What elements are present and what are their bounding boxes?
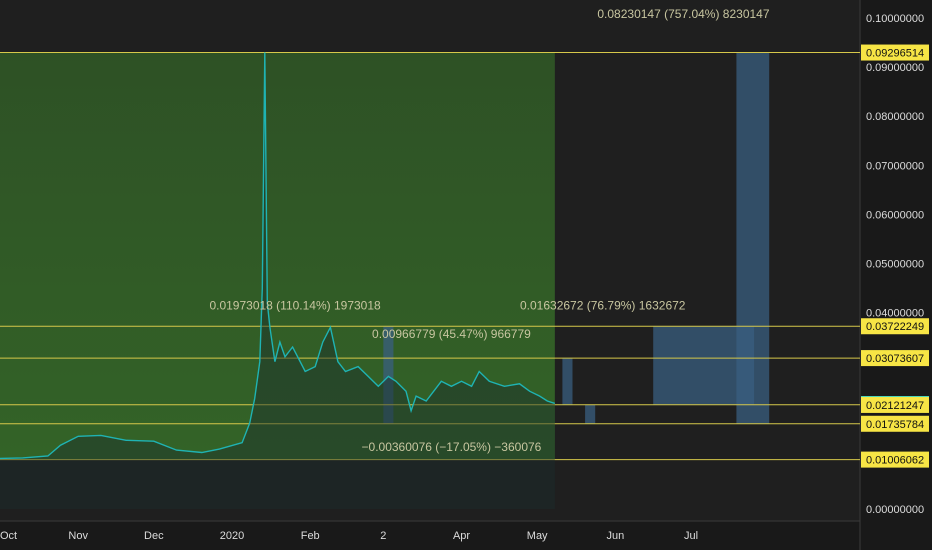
price-tag-7[interactable]: [861, 451, 929, 468]
price-tag-label-6: 0.01735784: [866, 419, 924, 431]
y-tick-label-1: 0.09000000: [866, 62, 924, 74]
x-tick-label-8: Jun: [606, 530, 624, 542]
zone-blue-4: [585, 404, 596, 424]
zone-green: [0, 52, 555, 460]
price-tag-1[interactable]: [861, 318, 929, 335]
price-tag-label-7: 0.01006062: [866, 455, 924, 467]
zone-blue-2: [653, 326, 755, 405]
x-ticks-layer: Oct Nov Dec 2020 Feb 2 Apr May Jun Jul: [0, 530, 698, 542]
measurements-layer: 0.08230147 (757.04%) 8230147 0.01973018 (…: [209, 7, 769, 454]
price-tag-label-1: 0.03722249: [866, 321, 924, 333]
price-tag-5[interactable]: [861, 396, 929, 413]
measurement-label-4: −0.00360076 (−17.05%) −360076: [362, 440, 542, 454]
x-tick-label-5: 2: [380, 530, 386, 542]
measurement-label-3: 0.00966779 (45.47%) 966779: [372, 327, 531, 341]
y-tick-label-4: 0.06000000: [866, 209, 924, 221]
y-tick-label-7: 0.00000000: [866, 504, 924, 516]
price-tag-2[interactable]: [861, 350, 929, 367]
price-tag-label-0: 0.09296514: [866, 48, 924, 60]
x-tick-label-3: 2020: [220, 530, 244, 542]
price-tag-label-5: 0.02121247: [866, 400, 924, 412]
series-area-0: [0, 52, 555, 510]
zone-blue-3: [562, 358, 573, 405]
series-line-0[interactable]: [0, 52, 556, 460]
y-tick-label-5: 0.05000000: [866, 259, 924, 271]
x-tick-label-9: Jul: [684, 530, 698, 542]
x-tick-label-7: May: [527, 530, 548, 542]
x-tick-label-0: Oct: [0, 530, 17, 542]
x-tick-label-6: Apr: [453, 530, 470, 542]
x-axis-panel[interactable]: [0, 521, 860, 550]
levels-layer: [0, 52, 860, 461]
x-tick-label-1: Nov: [68, 530, 88, 542]
y-tick-label-0: 0.10000000: [866, 13, 924, 25]
x-tick-label-2: Dec: [144, 530, 164, 542]
y-ticks-layer: 0.10000000 0.09000000 0.08000000 0.07000000…: [866, 13, 924, 516]
series-layer: [0, 52, 556, 510]
zone-blue-5: [383, 326, 394, 424]
x-tick-label-4: Feb: [301, 530, 320, 542]
y-tick-label-2: 0.08000000: [866, 111, 924, 123]
measurement-label-2: 0.01632672 (76.79%) 1632672: [520, 299, 686, 313]
price-tag-0[interactable]: [861, 44, 929, 61]
price-tags-layer: 0.092965140.037222490.030736070.02137055…: [861, 44, 929, 468]
measurement-label-1: 0.01973018 (110.14%) 1973018: [209, 299, 381, 313]
price-tag-label-2: 0.03073607: [866, 353, 924, 365]
y-tick-label-6: 0.04000000: [866, 308, 924, 320]
price-tag-6[interactable]: [861, 415, 929, 432]
measurement-label-0: 0.08230147 (757.04%) 8230147: [597, 7, 769, 21]
y-tick-label-3: 0.07000000: [866, 160, 924, 172]
zones-layer: [0, 52, 770, 460]
